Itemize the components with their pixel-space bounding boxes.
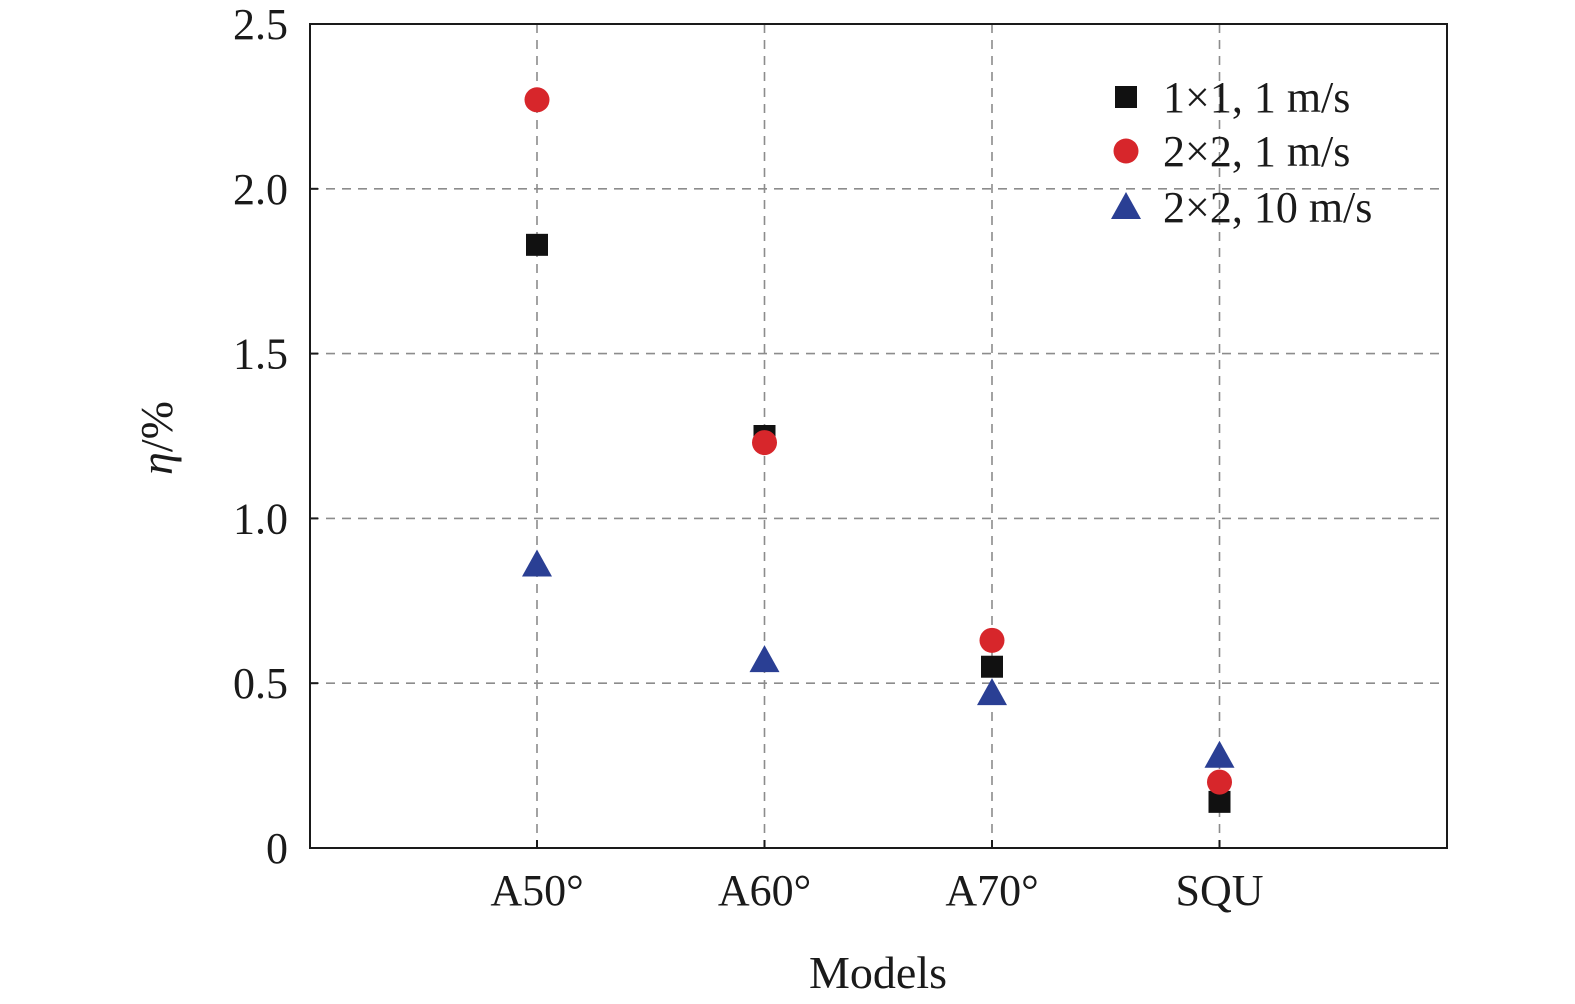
- y-tick-label: 2.5: [233, 0, 288, 49]
- triangle-point: [977, 678, 1007, 706]
- y-tick-label: 1.5: [233, 330, 288, 379]
- legend-marker-circle: [1113, 138, 1139, 164]
- circle-point: [979, 627, 1005, 653]
- circle-point: [524, 87, 550, 113]
- y-tick-label: 0: [266, 824, 288, 873]
- plot-frame: [309, 23, 1448, 849]
- y-tick-label: 1.0: [233, 494, 288, 543]
- legend-marker-square: [1115, 86, 1137, 108]
- y-axis-label: η/%: [131, 401, 182, 475]
- series-circle: [524, 87, 1232, 795]
- legend-label: 2×2, 10 m/s: [1163, 183, 1372, 232]
- x-axis-label: Models: [809, 947, 947, 998]
- x-tick-label: A70°: [945, 866, 1038, 915]
- y-tick-label: 0.5: [233, 659, 288, 708]
- square-point: [526, 233, 548, 256]
- circle-point: [752, 430, 777, 456]
- triangle-point: [1204, 740, 1235, 768]
- y-axis-symbol: η: [131, 452, 182, 475]
- grid: [310, 24, 1447, 848]
- legend-label: 1×1, 1 m/s: [1163, 73, 1350, 122]
- legend-marker-triangle: [1111, 192, 1141, 219]
- triangle-point: [749, 645, 780, 673]
- triangle-point: [522, 549, 552, 577]
- series-square: [526, 233, 1231, 813]
- data-marks: [522, 87, 1235, 813]
- axis-ticks: 0 0.5 1.0 1.5 2.0 2.5 A50° A60° A70° SQU: [233, 0, 1264, 915]
- circle-point: [1207, 769, 1232, 795]
- legend-label: 2×2, 1 m/s: [1163, 127, 1350, 176]
- x-tick-label: A60°: [718, 866, 811, 915]
- series-triangle: [522, 549, 1235, 768]
- x-tick-label: A50°: [490, 866, 583, 915]
- y-tick-label: 2.0: [233, 165, 288, 214]
- y-axis-unit: /%: [131, 401, 182, 452]
- square-point: [981, 655, 1003, 678]
- legend: 1×1, 1 m/s 2×2, 1 m/s 2×2, 10 m/s: [1111, 73, 1372, 232]
- square-point: [1208, 790, 1231, 813]
- x-tick-label: SQU: [1175, 866, 1263, 915]
